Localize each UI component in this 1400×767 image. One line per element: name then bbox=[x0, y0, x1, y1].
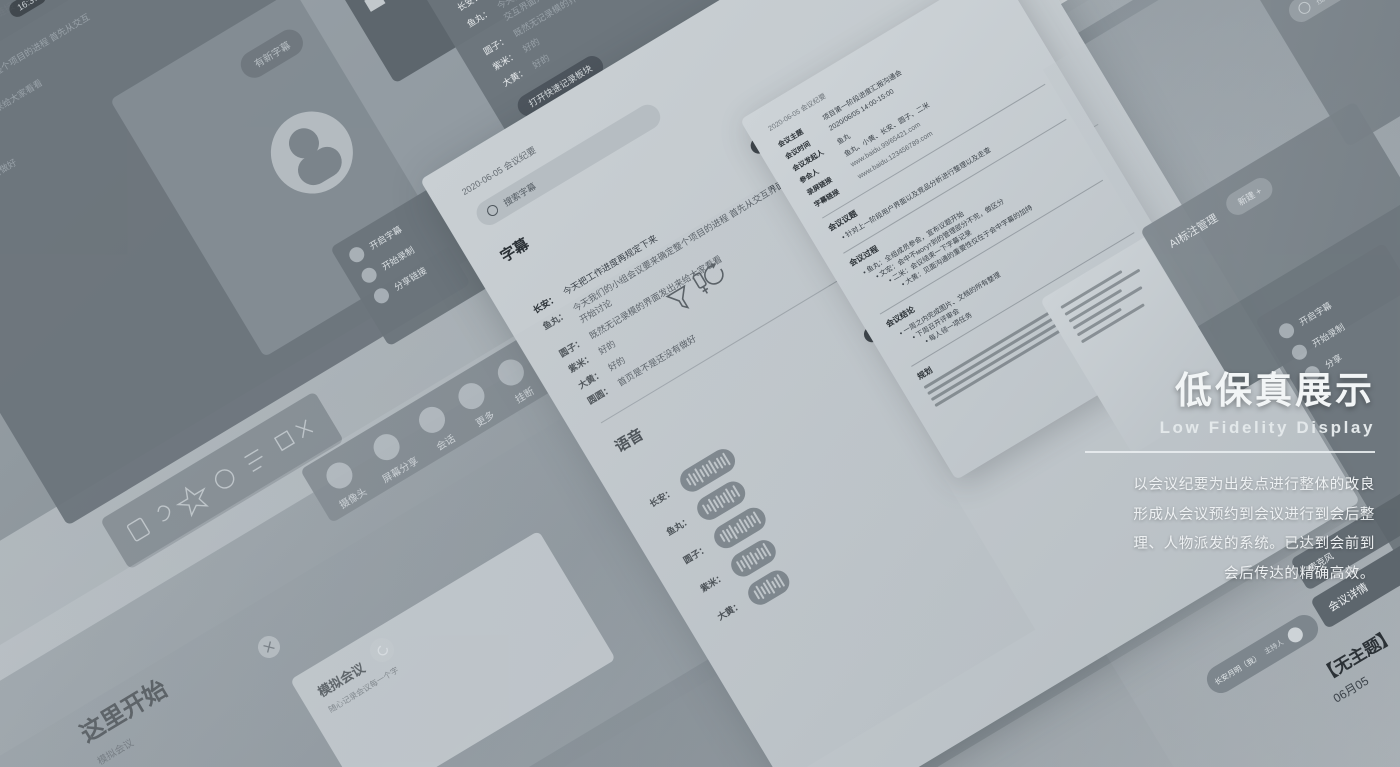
avatar bbox=[1284, 624, 1305, 645]
hero-title-en: Low Fidelity Display bbox=[1159, 417, 1375, 437]
member-search-input[interactable]: 搜索字幕 bbox=[1284, 0, 1400, 27]
refresh-icon bbox=[376, 645, 388, 656]
list-icon bbox=[244, 448, 263, 472]
refresh-icon bbox=[704, 265, 724, 285]
note-icon bbox=[126, 517, 150, 542]
start-here-block: 这里开始 模拟会议 bbox=[72, 669, 184, 767]
member-role: 主持人 bbox=[1263, 639, 1286, 656]
hero-title-cn: 低保真展示 bbox=[1175, 370, 1375, 411]
member-chip[interactable]: 长安月明（我） 主持人 bbox=[1201, 609, 1324, 699]
subtitle-icon bbox=[1276, 320, 1297, 342]
close-circle-button[interactable] bbox=[253, 631, 285, 663]
record-icon bbox=[358, 264, 380, 286]
search-icon bbox=[1296, 0, 1313, 17]
toolbar-button-camera[interactable]: 摄像头 bbox=[320, 457, 369, 511]
mock-meeting-hint: 随心记录会议每一个字 bbox=[327, 665, 401, 715]
emoji-icon bbox=[214, 469, 235, 489]
share-icon bbox=[371, 285, 392, 307]
hero-divider bbox=[1085, 450, 1375, 453]
hero-text-block: 低保真展示 Low Fidelity Display 以会议纪要为出发点进行整体… bbox=[1085, 370, 1375, 590]
maximize-icon bbox=[273, 430, 296, 452]
hero-body-line: 形成从会议预约到会议进行到会后整 bbox=[1133, 506, 1375, 523]
search-icon bbox=[485, 202, 501, 219]
doc-tool-icons bbox=[662, 241, 781, 348]
mock-meeting-title: 模拟会议 bbox=[315, 660, 368, 700]
close-icon bbox=[295, 419, 314, 439]
color-swatch-darkblue[interactable] bbox=[364, 0, 386, 12]
hero-body-line: 以会议纪要为出发点进行整体的改良 bbox=[1133, 476, 1375, 493]
phone-icon bbox=[157, 505, 171, 522]
record-icon bbox=[1289, 341, 1310, 363]
meeting-title-block: 【无主题】 06月05 bbox=[1314, 622, 1400, 707]
hero-body-line: 理、人物派发的系统。已达到会前到 bbox=[1133, 536, 1375, 553]
member-name: 长安月明（我） bbox=[1212, 651, 1263, 687]
subtitle-icon bbox=[346, 244, 368, 265]
refresh-circle-button[interactable] bbox=[365, 633, 399, 667]
star-icon bbox=[175, 486, 209, 518]
ai-new-button[interactable]: 新建 + bbox=[1222, 173, 1277, 219]
filter-icon bbox=[665, 284, 690, 309]
bottom-icon-toolbar bbox=[100, 391, 345, 570]
tool-icon-group[interactable] bbox=[662, 241, 779, 344]
ai-panel-title: AI标注管理 bbox=[1167, 211, 1220, 251]
mock-meeting-card: 模拟会议 随心记录会议每一个字 bbox=[290, 530, 616, 767]
toolbar-button-screen-share[interactable]: 屏幕分享 bbox=[363, 426, 421, 486]
hero-body-line: 会后传达的精确高效。 bbox=[1224, 566, 1375, 582]
close-icon bbox=[263, 641, 275, 653]
toolbar-button-session[interactable]: 会话 bbox=[414, 402, 460, 455]
toolbar-button-more[interactable]: 更多 bbox=[453, 378, 500, 431]
hero-body: 以会议纪要为出发点进行整体的改良 形成从会议预约到会议进行到会后整 理、人物派发… bbox=[1085, 471, 1375, 590]
